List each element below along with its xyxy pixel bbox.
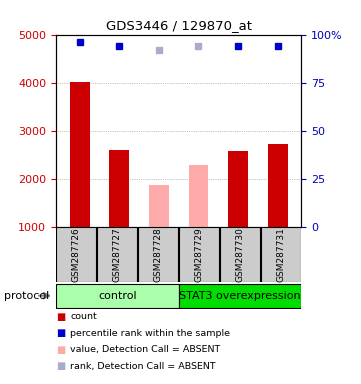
Bar xyxy=(138,227,178,282)
Text: GSM287729: GSM287729 xyxy=(195,227,204,282)
Text: value, Detection Call = ABSENT: value, Detection Call = ABSENT xyxy=(70,345,221,354)
Bar xyxy=(220,227,260,282)
Text: ■: ■ xyxy=(56,312,65,322)
Bar xyxy=(109,150,129,227)
Text: control: control xyxy=(98,291,136,301)
Bar xyxy=(149,185,169,227)
Title: GDS3446 / 129870_at: GDS3446 / 129870_at xyxy=(106,19,252,32)
Text: GSM287730: GSM287730 xyxy=(236,227,244,282)
Text: GSM287726: GSM287726 xyxy=(72,227,81,282)
Text: GSM287728: GSM287728 xyxy=(154,227,163,282)
Text: GSM287731: GSM287731 xyxy=(277,227,286,282)
Bar xyxy=(261,227,301,282)
Bar xyxy=(268,144,288,227)
Text: count: count xyxy=(70,312,97,321)
Bar xyxy=(179,227,219,282)
Text: ■: ■ xyxy=(56,361,65,371)
Text: GSM287727: GSM287727 xyxy=(113,227,122,282)
Text: rank, Detection Call = ABSENT: rank, Detection Call = ABSENT xyxy=(70,362,216,371)
Text: percentile rank within the sample: percentile rank within the sample xyxy=(70,329,230,338)
Text: ■: ■ xyxy=(56,328,65,338)
Bar xyxy=(179,283,301,308)
Bar xyxy=(188,165,208,227)
Text: protocol: protocol xyxy=(4,291,49,301)
Bar xyxy=(56,227,96,282)
Text: STAT3 overexpression: STAT3 overexpression xyxy=(179,291,301,301)
Text: ■: ■ xyxy=(56,345,65,355)
Bar xyxy=(97,227,138,282)
Bar xyxy=(56,283,179,308)
Bar xyxy=(70,82,90,227)
Bar xyxy=(228,151,248,227)
